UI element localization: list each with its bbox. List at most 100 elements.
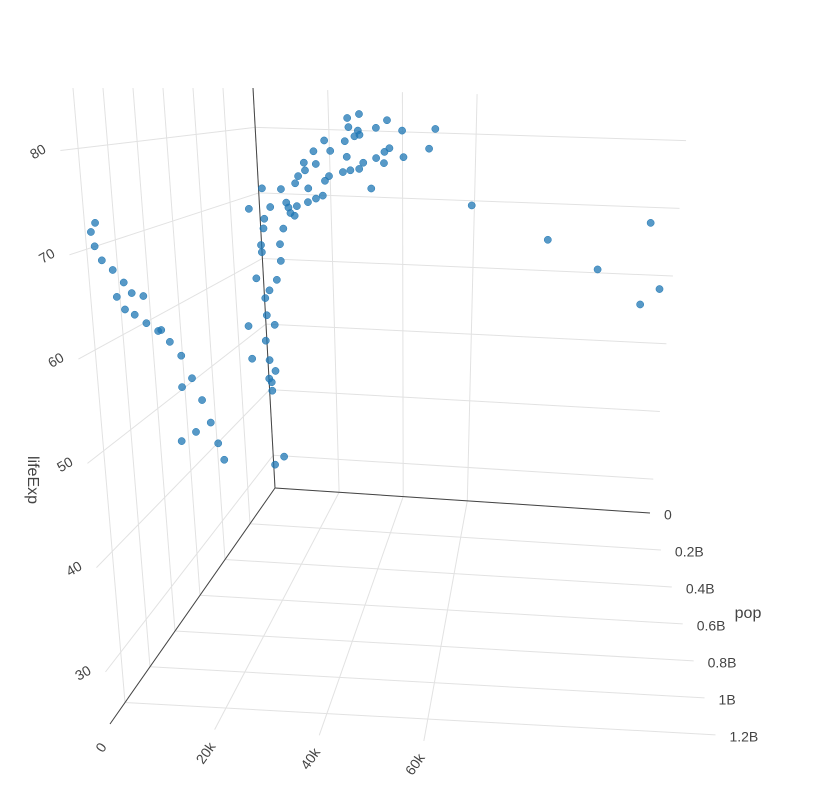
z-tick-label: 70 bbox=[36, 245, 58, 267]
data-point bbox=[340, 137, 349, 146]
axis-edges bbox=[109, 87, 651, 725]
y-grid-line bbox=[72, 87, 126, 703]
data-point bbox=[304, 198, 312, 206]
data-point bbox=[655, 285, 664, 293]
z-tick-label: 30 bbox=[72, 662, 94, 684]
data-point bbox=[343, 114, 352, 122]
data-point bbox=[312, 194, 320, 203]
data-point bbox=[178, 383, 186, 391]
z-tick-label: 60 bbox=[45, 349, 67, 371]
y-grid-line bbox=[224, 559, 672, 588]
y-tick-label: 0.2B bbox=[675, 544, 704, 560]
axis-edge bbox=[109, 487, 276, 725]
data-point bbox=[355, 165, 364, 173]
data-point bbox=[258, 248, 266, 257]
data-point bbox=[399, 153, 408, 162]
y-grid-line bbox=[149, 666, 705, 699]
data-point bbox=[286, 209, 295, 217]
y-tick-label: 1B bbox=[719, 692, 736, 708]
data-point bbox=[385, 144, 394, 153]
data-point bbox=[431, 125, 440, 133]
x-tick-label: 20k bbox=[193, 738, 220, 766]
z-grid-line bbox=[78, 258, 263, 360]
data-point bbox=[321, 176, 329, 185]
data-point bbox=[398, 126, 406, 135]
data-point bbox=[342, 152, 351, 161]
data-point bbox=[261, 294, 270, 302]
data-point bbox=[262, 311, 271, 320]
x-grid-line bbox=[214, 492, 340, 730]
data-point bbox=[214, 439, 223, 448]
data-point bbox=[304, 184, 313, 193]
x-grid-line bbox=[401, 92, 404, 497]
points bbox=[87, 110, 664, 469]
data-point bbox=[344, 123, 353, 131]
z-grid-line bbox=[69, 192, 259, 256]
data-point bbox=[258, 184, 266, 193]
data-point bbox=[282, 198, 291, 207]
data-point bbox=[108, 266, 117, 274]
data-point bbox=[355, 110, 363, 118]
data-point bbox=[142, 319, 151, 328]
x-grid-line bbox=[327, 90, 340, 493]
y-grid-line bbox=[192, 87, 226, 560]
data-point bbox=[271, 460, 279, 469]
data-point bbox=[268, 386, 277, 395]
data-point bbox=[177, 437, 186, 445]
z-tick-label: 80 bbox=[27, 141, 49, 163]
z-grid-line bbox=[269, 389, 660, 412]
y-grid-line bbox=[132, 87, 176, 632]
data-point bbox=[177, 351, 186, 360]
y-tick-label: 0 bbox=[664, 507, 672, 523]
data-point bbox=[339, 168, 347, 176]
data-point bbox=[359, 158, 368, 167]
z-tick-label: 40 bbox=[63, 558, 85, 580]
data-point bbox=[97, 256, 106, 265]
data-point bbox=[309, 147, 318, 156]
data-point bbox=[279, 224, 288, 233]
data-point bbox=[276, 240, 284, 249]
data-point bbox=[543, 235, 552, 244]
y-grid-line bbox=[222, 87, 251, 524]
data-point bbox=[467, 201, 476, 210]
z-grid-line bbox=[60, 126, 256, 152]
data-point bbox=[265, 286, 274, 295]
z-grid-line bbox=[273, 454, 654, 480]
data-point bbox=[318, 191, 327, 200]
x-tick-label: 0 bbox=[92, 739, 110, 755]
z-grid-line bbox=[105, 454, 274, 673]
data-point bbox=[245, 205, 253, 213]
data-point bbox=[91, 219, 99, 227]
data-point bbox=[350, 132, 359, 141]
data-point bbox=[139, 292, 148, 300]
x-tick-label: 60k bbox=[402, 750, 429, 778]
data-point bbox=[311, 160, 320, 168]
data-point bbox=[265, 374, 274, 383]
data-point bbox=[271, 367, 280, 375]
z-grid-line bbox=[255, 126, 687, 142]
x-tick-label: 40k bbox=[297, 744, 324, 772]
z-grid-line bbox=[262, 257, 673, 277]
data-point bbox=[367, 184, 376, 193]
data-point bbox=[276, 257, 285, 265]
x-grid-line bbox=[318, 496, 404, 736]
z-axis-title: lifeExp bbox=[24, 456, 41, 504]
data-point bbox=[166, 338, 174, 346]
y-grid-line bbox=[199, 594, 683, 625]
data-point bbox=[188, 374, 196, 383]
data-point bbox=[261, 336, 270, 345]
y-grid-line bbox=[174, 630, 694, 662]
labels: 30 40 50 60 70 80 0 0.2B 0.4B 0.6B 0.8B 1B 1.2B 0 20k 4… bbox=[27, 141, 758, 779]
axis-edge bbox=[274, 487, 651, 514]
data-point bbox=[380, 159, 388, 167]
data-point bbox=[266, 203, 275, 211]
data-point bbox=[206, 418, 215, 427]
data-point bbox=[291, 179, 299, 188]
y-grid-line bbox=[249, 523, 661, 551]
data-point bbox=[372, 123, 380, 132]
y-grid-line bbox=[162, 87, 201, 596]
data-point bbox=[127, 289, 136, 297]
data-point bbox=[119, 278, 128, 287]
data-point bbox=[192, 428, 200, 436]
